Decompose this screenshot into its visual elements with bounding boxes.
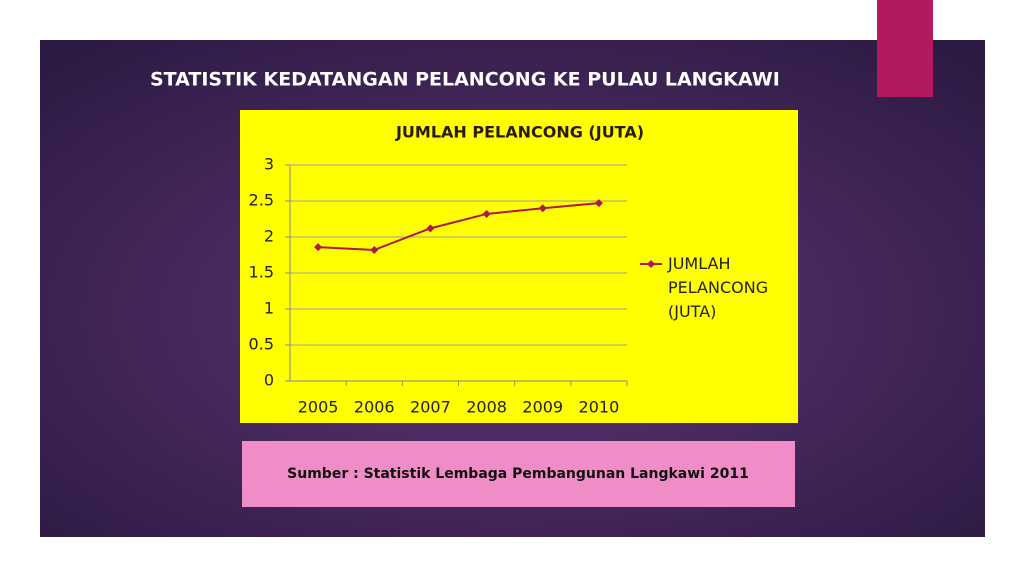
data-point	[594, 199, 603, 208]
accent-bar	[877, 0, 933, 97]
x-tick-label: 2006	[354, 398, 395, 417]
chart-title: JUMLAH PELANCONG (JUTA)	[395, 123, 644, 142]
x-tick-label: 2009	[522, 398, 563, 417]
x-tick-label: 2010	[579, 398, 620, 417]
y-tick-label: 1.5	[249, 263, 274, 282]
source-text: Sumber : Statistik Lembaga Pembangunan L…	[287, 466, 749, 482]
data-point	[538, 204, 547, 213]
y-tick-label: 2	[264, 227, 274, 246]
chart-area	[240, 110, 798, 423]
legend-label: JUMLAH PELANCONG (JUTA)	[668, 254, 769, 321]
x-tick-label: 2005	[298, 398, 339, 417]
x-tick-label: 2007	[410, 398, 451, 417]
data-point	[370, 245, 379, 254]
y-tick-label: 1	[264, 299, 274, 318]
legend-marker	[647, 260, 655, 268]
y-tick-label: 0.5	[249, 335, 274, 354]
x-tick-label: 2008	[466, 398, 507, 417]
y-tick-label: 3	[264, 155, 274, 174]
data-point	[426, 224, 435, 233]
slide-title: STATISTIK KEDATANGAN PELANCONG KE PULAU …	[150, 69, 780, 91]
y-tick-label: 0	[264, 371, 274, 390]
y-tick-label: 2.5	[249, 191, 274, 210]
data-point	[314, 243, 323, 252]
data-point	[482, 209, 491, 218]
plot: 0 0.5 1 1.5 2 2.5 3 2005 2006 2007 2008 2009 2010	[249, 155, 662, 417]
series-line	[318, 202, 600, 251]
source-box	[242, 441, 795, 507]
